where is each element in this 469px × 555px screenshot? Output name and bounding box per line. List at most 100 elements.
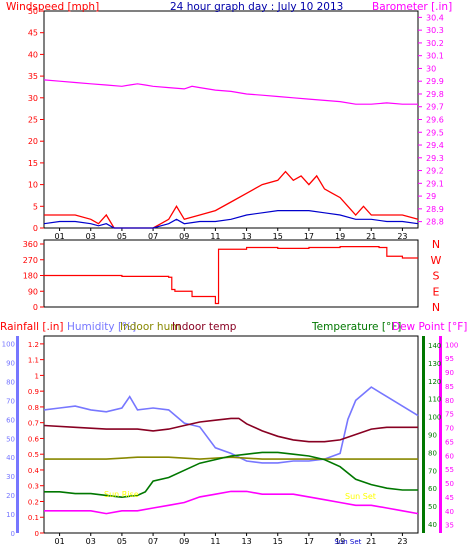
temperature-tick-label: 90 — [428, 432, 437, 440]
humidity-tick-label: 80 — [6, 378, 15, 386]
barometer-tick-label: 29.5 — [426, 128, 444, 137]
temperature-tick-label: 80 — [428, 449, 437, 457]
humidity-tick-label: 20 — [6, 492, 15, 500]
barometer-tick-label: 29.1 — [426, 179, 444, 188]
time-tick-label: 23 — [397, 232, 407, 241]
temperature-line — [44, 451, 418, 499]
indoor-humidity-line — [44, 456, 418, 460]
wind-tick-label: 5 — [33, 202, 38, 211]
rain-tick-label: 1.2 — [28, 341, 39, 349]
time-tick-label: 01 — [54, 232, 64, 241]
dew-point-tick-label: 50 — [445, 480, 454, 488]
time-tick-label: 11 — [210, 232, 220, 241]
temperature-tick-label: 130 — [428, 360, 441, 368]
rain-tick-label: 1 — [35, 372, 39, 380]
wind-tick-label: 0 — [33, 224, 38, 233]
dew-point-tick-label: 60 — [445, 452, 454, 460]
time-tick-label: 09 — [179, 537, 189, 546]
temperature-tick-label: 60 — [428, 485, 437, 493]
time-tick-label: 05 — [117, 232, 127, 241]
barometer-tick-label: 29.6 — [426, 116, 444, 125]
direction-tick-label: 270 — [23, 256, 38, 265]
time-tick-label: 01 — [54, 537, 64, 546]
dew-point-tick-label: 40 — [445, 508, 454, 516]
wind-tick-label: 45 — [28, 29, 38, 38]
barometer-tick-label: 29.3 — [426, 154, 444, 163]
wind-tick-label: 20 — [28, 137, 38, 146]
barometer-tick-label: 30.1 — [426, 52, 444, 61]
time-tick-label: 13 — [241, 232, 251, 241]
time-tick-label: 23 — [397, 537, 407, 546]
time-tick-label: 03 — [86, 537, 96, 546]
humidity-tick-label: 40 — [6, 454, 15, 462]
direction-tick-label: 90 — [28, 287, 38, 296]
rain-tick-label: 0.6 — [28, 435, 40, 443]
barometer-tick-label: 30.4 — [426, 13, 444, 22]
time-tick-label: 21 — [366, 232, 376, 241]
temperature-tick-label: 120 — [428, 378, 441, 386]
time-tick-label: 21 — [366, 537, 376, 546]
dew-point-tick-label: 55 — [445, 466, 454, 474]
dew-point-line — [44, 490, 419, 515]
time-tick-label: 09 — [179, 232, 189, 241]
temperature-tick-label: 70 — [428, 467, 437, 475]
humidity-line — [43, 386, 419, 464]
barometer-tick-label: 29.9 — [426, 77, 444, 86]
temperature-humidity-plot-frame — [43, 335, 419, 534]
wind-baro-plot-frame — [43, 10, 419, 229]
barometer-tick-label: 29.7 — [426, 103, 444, 112]
barometer-tick-label: 30.3 — [426, 26, 444, 35]
rain-tick-label: 0.2 — [28, 498, 39, 506]
time-tick-label: 05 — [117, 537, 127, 546]
wind-tick-label: 30 — [28, 94, 38, 103]
barometer-tick-label: 30 — [426, 64, 436, 73]
annotation-sunset: Sun Set — [345, 492, 376, 501]
dew-point-tick-label: 85 — [445, 383, 454, 391]
time-tick-label: 19 — [335, 537, 345, 546]
legend-humidity: Humidity [%] — [67, 321, 136, 333]
barometer-tick-label: 29.8 — [426, 90, 444, 99]
temperature-tick-label: 100 — [428, 414, 441, 422]
humidity-tick-label: 90 — [6, 360, 15, 368]
humidity-axis-bar — [16, 336, 19, 533]
legend-temperature: Temperature [°F] — [311, 321, 401, 333]
direction-tick-label: 180 — [23, 272, 38, 281]
dew-point-tick-label: 90 — [445, 369, 454, 377]
compass-label: S — [433, 270, 440, 283]
time-tick-label: 03 — [86, 232, 96, 241]
direction-tick-label: 0 — [33, 303, 38, 312]
wind-tick-label: 25 — [28, 116, 38, 125]
barometer-tick-label: 28.9 — [426, 205, 444, 214]
humidity-tick-label: 70 — [6, 397, 15, 405]
legend-indoor-hum: Indoor hum — [120, 321, 180, 333]
wind-tick-label: 40 — [28, 50, 38, 59]
dew-point-tick-label: 45 — [445, 494, 454, 502]
dew-point-tick-label: 70 — [445, 425, 454, 433]
wind-average-line — [43, 210, 419, 229]
rain-tick-label: 0.4 — [28, 467, 40, 475]
compass-label: N — [432, 238, 440, 251]
humidity-tick-label: 0 — [11, 530, 15, 538]
wind-axis-title: Windspeed [mph] — [6, 1, 99, 13]
dew-point-tick-label: 75 — [445, 411, 454, 419]
legend-dew-point: Dew Point [°F] — [392, 321, 467, 333]
wind-tick-label: 10 — [28, 181, 38, 190]
time-tick-label: 15 — [273, 537, 283, 546]
time-tick-label: 19 — [335, 232, 345, 241]
dew-point-tick-label: 80 — [445, 397, 454, 405]
time-tick-label: 17 — [304, 232, 314, 241]
dew-point-tick-label: 95 — [445, 355, 454, 363]
rain-tick-label: 0.7 — [28, 420, 39, 428]
barometer-tick-label: 30.2 — [426, 39, 444, 48]
barometer-tick-label: 29.4 — [426, 141, 444, 150]
time-tick-label: 15 — [273, 232, 283, 241]
rain-tick-label: 0.3 — [28, 483, 39, 491]
barometer-tick-label: 29 — [426, 192, 436, 201]
direction-tick-label: 360 — [23, 240, 38, 249]
dew-point-axis-bar — [439, 336, 442, 533]
time-tick-label: 13 — [241, 537, 251, 546]
humidity-tick-label: 10 — [6, 511, 15, 519]
time-tick-label: 07 — [148, 537, 158, 546]
dew-point-tick-label: 65 — [445, 438, 454, 446]
